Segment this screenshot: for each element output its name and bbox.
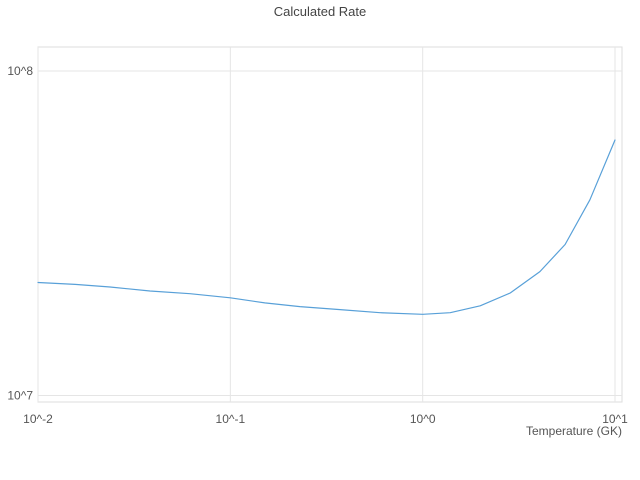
series-line-calculated-rate xyxy=(37,139,616,315)
y-tick-label: 10^8 xyxy=(7,64,33,78)
x-tick-label: 10^0 xyxy=(410,412,436,426)
x-tick-label: 10^-1 xyxy=(216,412,246,426)
x-axis-label: Temperature (GK) xyxy=(525,424,622,438)
chart-title: Calculated Rate xyxy=(273,4,367,19)
x-tick-label: 10^1 xyxy=(602,412,628,426)
plot-border xyxy=(37,46,623,403)
y-tick-label: 10^7 xyxy=(7,389,33,403)
x-tick-label: 10^-2 xyxy=(23,412,53,426)
